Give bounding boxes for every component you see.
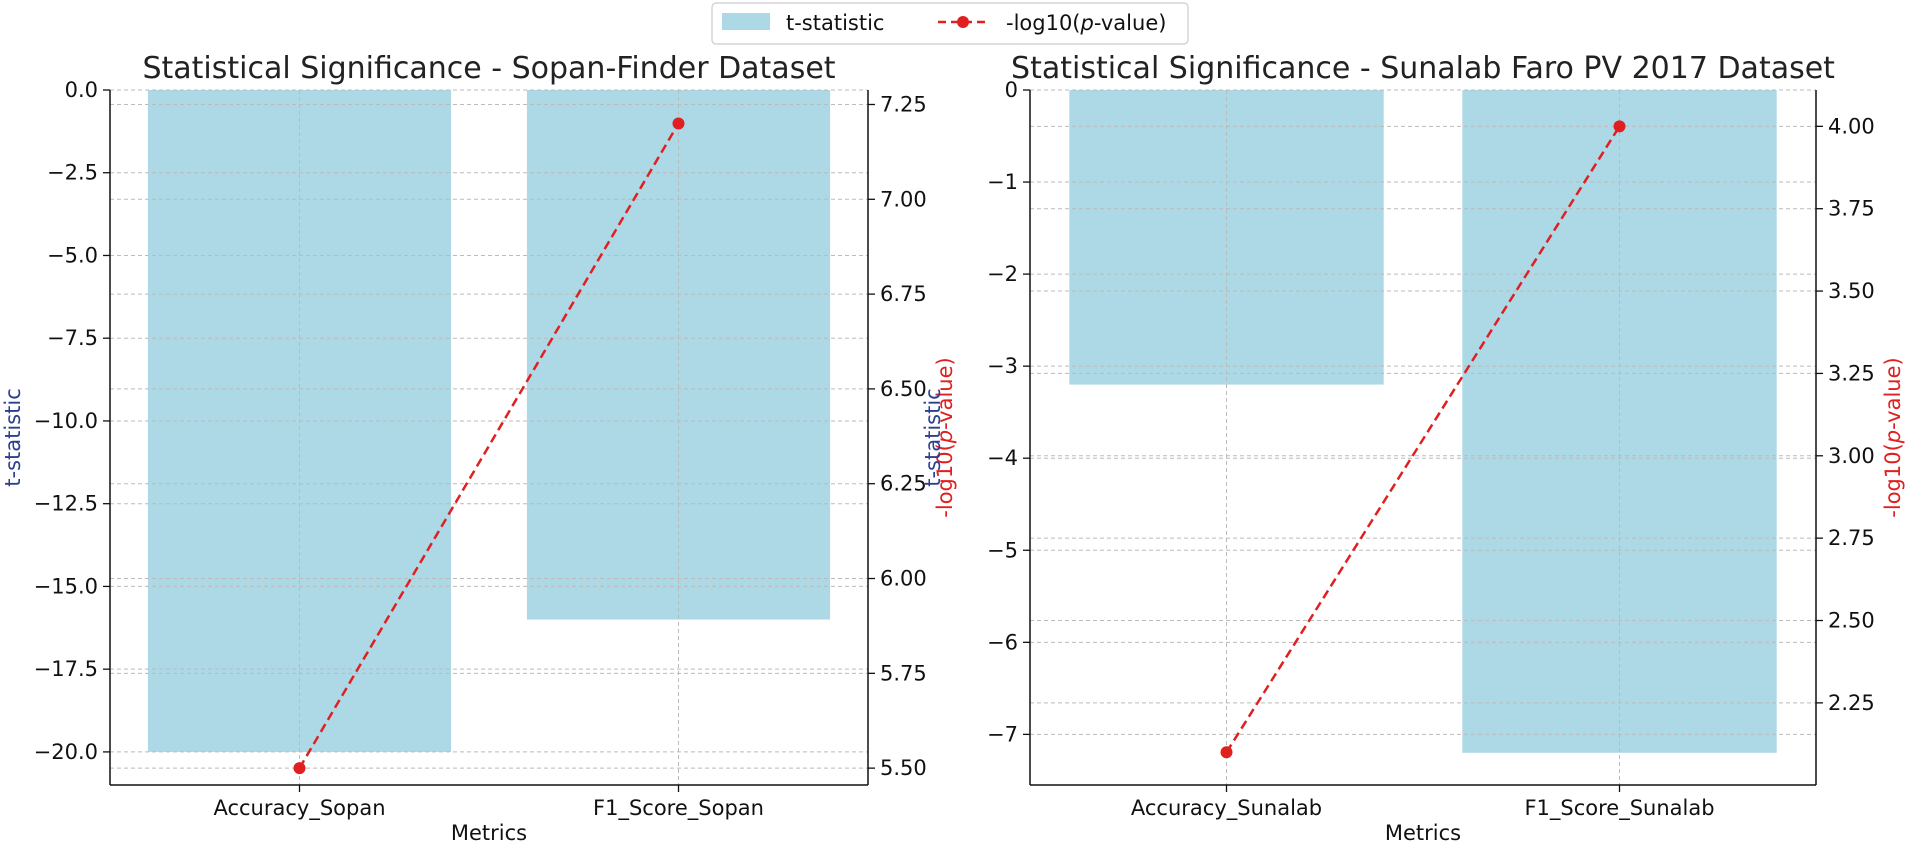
legend-line-label-italic: p	[1080, 11, 1094, 35]
y-axis-label-right-part: -value)	[933, 357, 957, 430]
x-tick-label-f1-score-sunalab: F1_Score_Sunalab	[1524, 796, 1714, 821]
y-axis-label-left: t-statistic	[921, 388, 945, 486]
legend: t-statistic -log10(p-value)	[711, 2, 1189, 45]
y-tick-label-right: 3.50	[1828, 279, 1875, 303]
y-tick-label-left: −4	[987, 446, 1018, 470]
x-tick-label-accuracy-sunalab: Accuracy_Sunalab	[1131, 796, 1322, 821]
y-tick-label-right: 6.00	[880, 567, 927, 591]
y-tick-label-left: −3	[987, 354, 1018, 378]
y-tick-label-left: −17.5	[34, 657, 98, 681]
chart-title: Statistical Significance - Sunalab Faro …	[1011, 51, 1835, 86]
y-tick-label-left: −15.0	[34, 574, 98, 598]
y-axis-label-right: -log10(p-value)	[933, 357, 957, 517]
pvalue-line	[298, 122, 680, 769]
y-tick-label-left: −7.5	[47, 326, 98, 350]
pvalue-point-f1-score-sopan	[672, 117, 685, 130]
y-axis-label-right: -log10(p-value)	[1881, 357, 1905, 517]
y-tick-label-left: −10.0	[34, 409, 98, 433]
chart-panel-sopan: 0.0 −2.5 −5.0 −7.5 −10.0 −12.5 −15.0 −17.5 −20.0…	[1, 51, 957, 843]
y-axis-label-right-part: -log10(	[1881, 443, 1905, 518]
y-tick-label-right: 7.00	[880, 187, 927, 211]
legend-frame	[711, 2, 1189, 45]
y-tick-label-left: −6	[987, 630, 1018, 654]
y-tick-label-right: 7.25	[880, 92, 927, 116]
y-tick-label-right: 3.00	[1828, 444, 1875, 468]
y-tick-label-left: −12.5	[34, 492, 98, 516]
y-tick-label-left: 0.0	[65, 78, 98, 102]
x-tick-label-accuracy-sopan: Accuracy_Sopan	[213, 796, 385, 821]
y-tick-label-right: 2.50	[1828, 609, 1875, 633]
pvalue-point-accuracy-sunalab	[1220, 746, 1233, 759]
x-axis-label: Metrics	[1385, 821, 1461, 843]
y-axis-label-right-italic: p	[1881, 430, 1905, 444]
legend-line-label-prefix: -log10(	[1006, 11, 1081, 35]
x-axis-label: Metrics	[451, 821, 527, 843]
y-tick-label-left: −5.0	[47, 243, 98, 267]
legend-line-label-suffix: -value)	[1094, 11, 1167, 35]
legend-bar-label: t-statistic	[786, 11, 884, 35]
chart-panel-sunalab: 0 −1 −2 −3 −4 −5 −6 −7 2.25 2.50 2.75 3.00 3.25 3.50 3…	[921, 51, 1905, 843]
legend-bar-swatch	[722, 13, 770, 30]
y-tick-label-right: 6.75	[880, 282, 927, 306]
chart-title: Statistical Significance - Sopan-Finder …	[142, 51, 835, 86]
y-tick-label-right: 3.25	[1828, 361, 1875, 385]
y-tick-label-right: 5.75	[880, 661, 927, 685]
y-tick-label-left: −2.5	[47, 161, 98, 185]
legend-line-marker	[957, 16, 969, 28]
y-axis-label-right-part: -log10(	[933, 443, 957, 518]
y-tick-label-left: −20.0	[34, 740, 98, 764]
y-tick-label-right: 5.50	[880, 756, 927, 780]
pvalue-line	[1225, 125, 1621, 753]
y-tick-label-right: 3.75	[1828, 197, 1875, 221]
y-tick-label-right: 6.25	[880, 472, 927, 496]
y-axis-label-left: t-statistic	[1, 388, 25, 486]
y-tick-label-right: 2.75	[1828, 526, 1875, 550]
y-tick-label-left: 0	[1005, 78, 1018, 102]
legend-line-label: -log10(p-value)	[1006, 11, 1166, 35]
y-tick-label-right: 4.00	[1828, 114, 1875, 138]
y-tick-label-left: −1	[987, 170, 1018, 194]
y-tick-label-left: −7	[987, 722, 1018, 746]
pvalue-point-f1-score-sunalab	[1613, 120, 1626, 133]
x-tick-label-f1-score-sopan: F1_Score_Sopan	[593, 796, 764, 821]
y-axis-label-right-italic: p	[933, 430, 957, 444]
y-tick-label-left: −5	[987, 538, 1018, 562]
y-tick-label-left: −2	[987, 262, 1018, 286]
y-axis-label-right-part: -value)	[1881, 357, 1905, 430]
pvalue-point-accuracy-sopan	[293, 762, 306, 775]
y-tick-label-right: 6.50	[880, 377, 927, 401]
y-tick-label-right: 2.25	[1828, 691, 1875, 715]
